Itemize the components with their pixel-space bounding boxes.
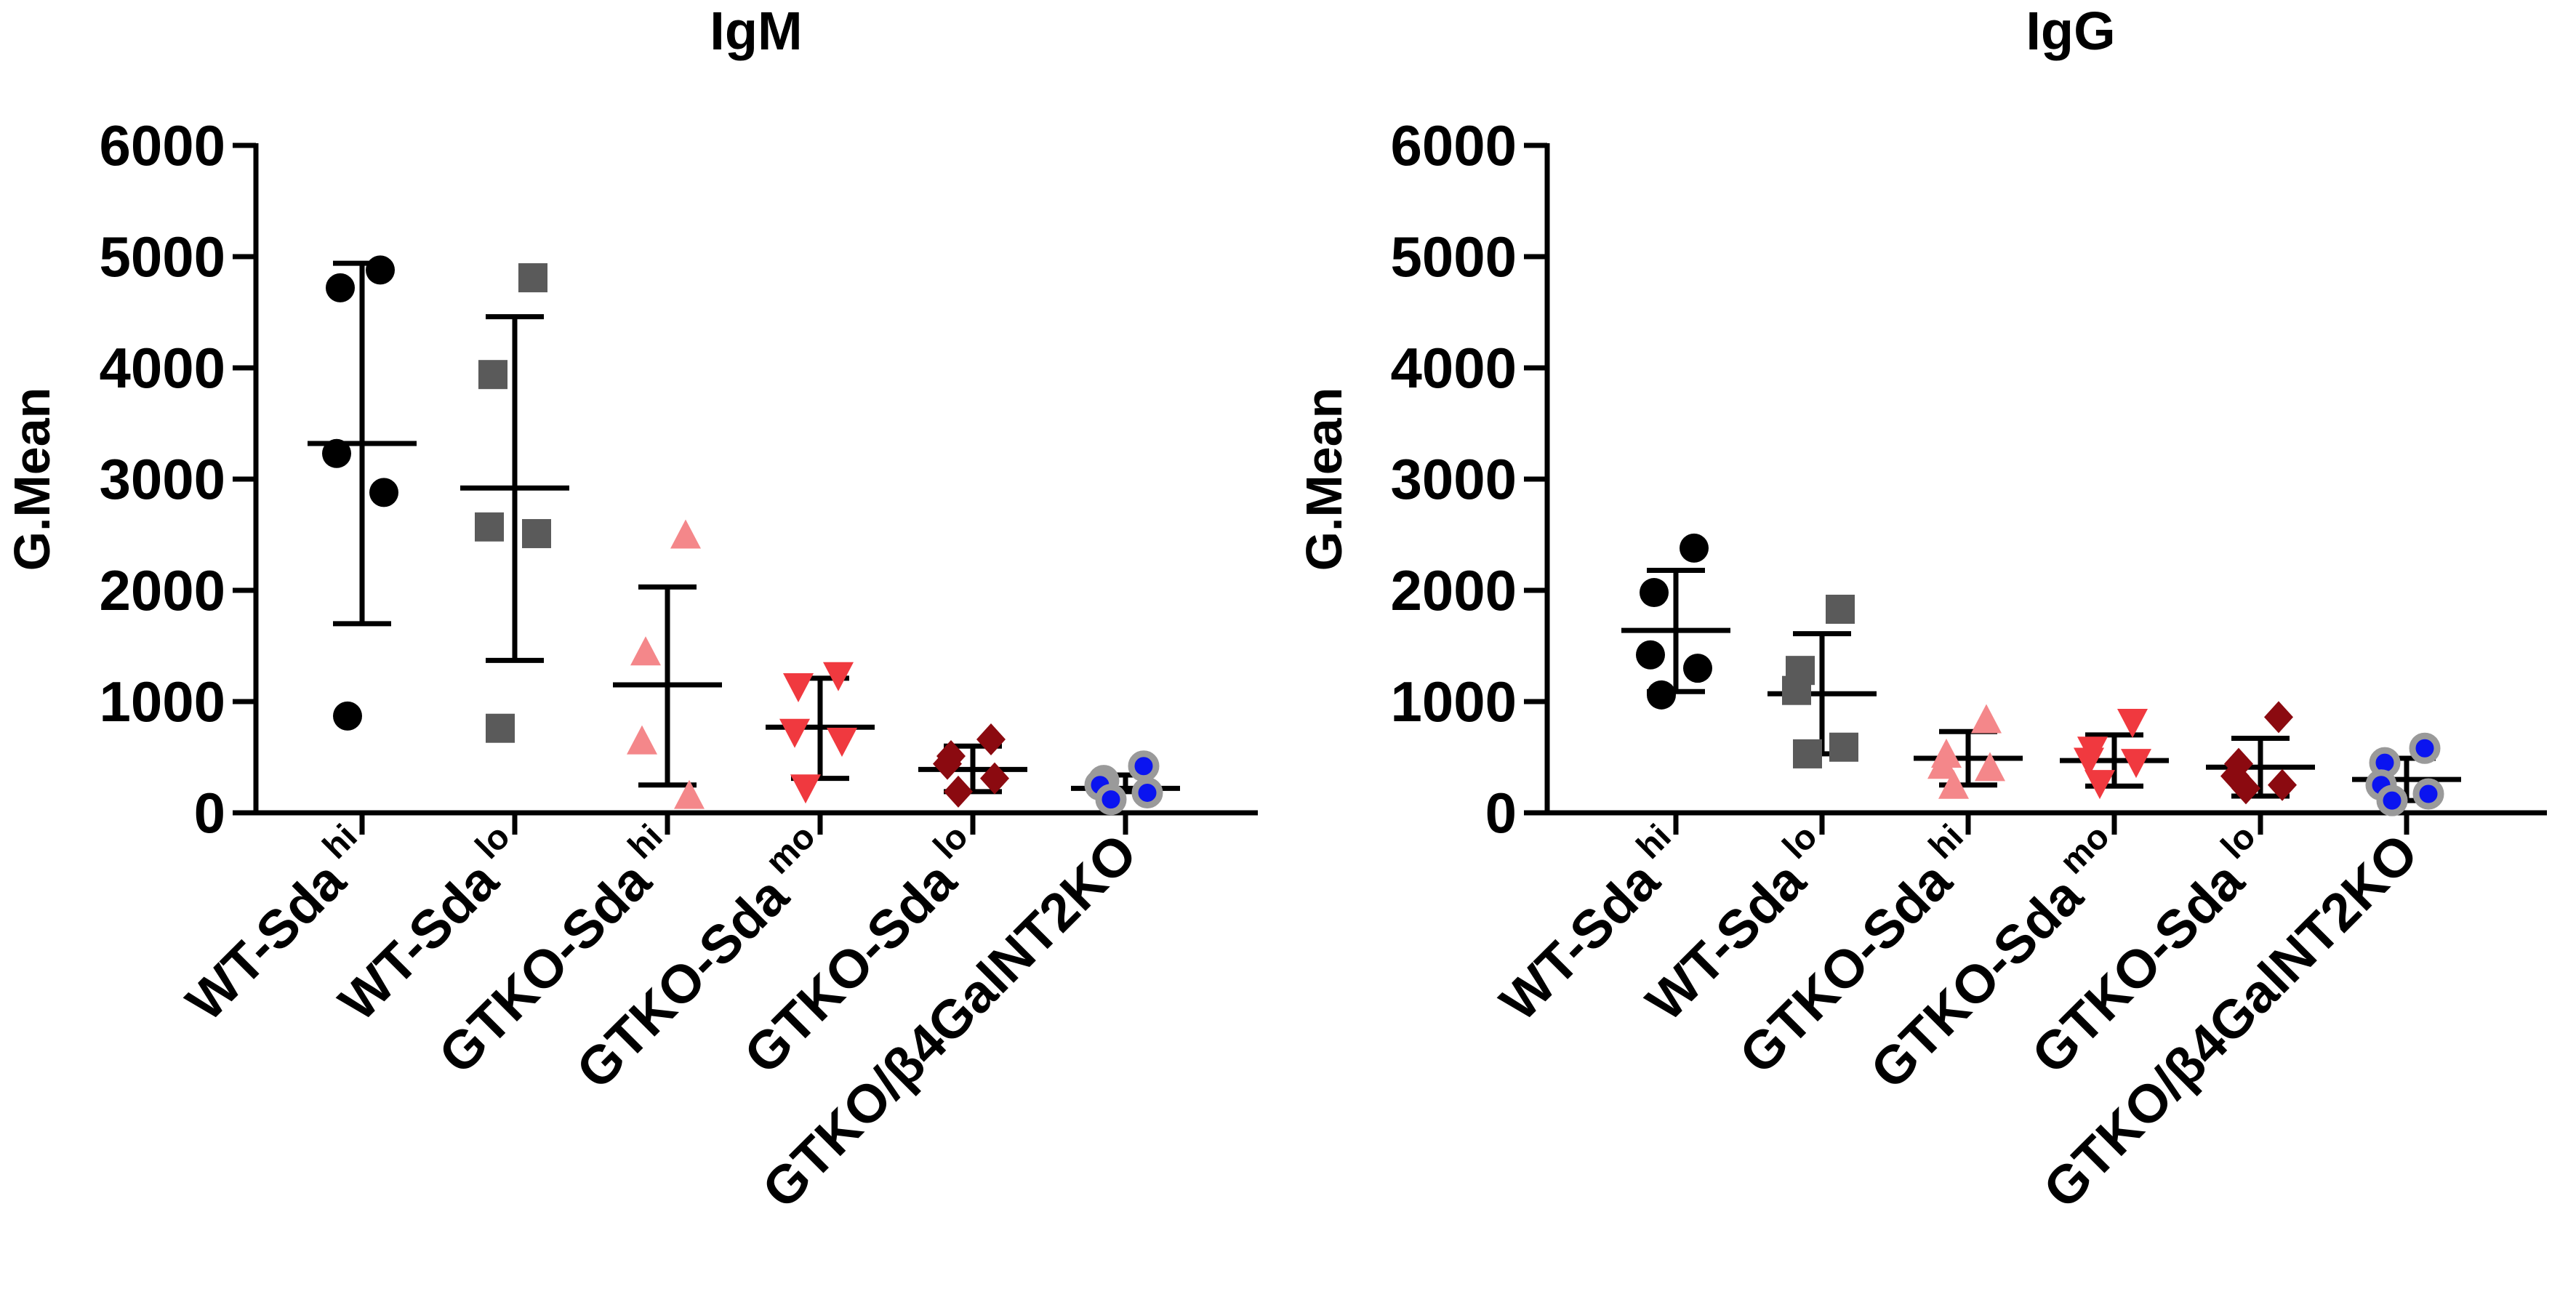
- data-point: [1680, 533, 1709, 563]
- chart-title: IgM: [710, 1, 802, 61]
- data-point: [1826, 595, 1855, 625]
- data-point: [326, 273, 355, 302]
- y-tick-label: 3000: [1390, 447, 1517, 511]
- y-tick-label: 1000: [99, 670, 225, 734]
- data-point: [976, 723, 1006, 756]
- data-point: [1793, 739, 1822, 768]
- y-axis-label: G.Mean: [1296, 388, 1352, 571]
- y-axis-label: G.Mean: [4, 388, 60, 571]
- data-point: [2074, 747, 2104, 777]
- data-point: [478, 360, 507, 390]
- data-point: [1640, 578, 1669, 608]
- data-point: [2412, 778, 2444, 810]
- data-point: [944, 775, 973, 808]
- data-point: [1829, 732, 1858, 762]
- x-tick-label-superscript: mo: [2053, 817, 2116, 881]
- y-tick-label: 5000: [1390, 225, 1517, 289]
- data-point: [779, 718, 810, 748]
- x-tick-label-superscript: mo: [758, 817, 822, 881]
- data-point: [2409, 732, 2441, 764]
- data-point: [475, 512, 504, 542]
- data-point: [674, 779, 705, 809]
- y-tick-label: 0: [194, 781, 225, 845]
- y-tick-label: 5000: [99, 225, 225, 289]
- data-point: [1971, 704, 2002, 734]
- y-tick-label: 0: [1485, 781, 1517, 845]
- data-point: [1683, 654, 1712, 683]
- data-point: [933, 747, 962, 780]
- data-point: [366, 255, 395, 285]
- data-point: [627, 725, 657, 755]
- y-tick-label: 6000: [1390, 113, 1517, 177]
- data-point: [980, 762, 1009, 795]
- data-point: [790, 774, 821, 804]
- data-point: [333, 701, 362, 731]
- data-point: [1647, 680, 1676, 710]
- y-tick-label: 2000: [1390, 558, 1517, 622]
- data-point: [1636, 640, 1665, 670]
- chart-title: IgG: [2026, 1, 2115, 61]
- data-point: [369, 478, 398, 507]
- y-tick-label: 2000: [99, 558, 225, 622]
- data-point: [827, 728, 857, 758]
- y-tick-label: 3000: [99, 447, 225, 511]
- igg-panel: IgG G.Mean 0 1000 2000 3000 4000 5000 6000 WT-Sda…: [1296, 1, 2547, 1220]
- data-point: [670, 519, 701, 549]
- data-point: [2376, 784, 2408, 816]
- data-point: [322, 438, 351, 468]
- igm-panel: IgM G.Mean 0 1000 2000 3000 4000 5000 6000 WT-Sda…: [4, 1, 1258, 1220]
- data-point: [2117, 709, 2148, 739]
- data-point: [2264, 701, 2293, 734]
- data-point: [1095, 784, 1127, 816]
- data-point: [2121, 749, 2151, 779]
- data-point: [2268, 768, 2297, 801]
- data-point: [783, 673, 814, 703]
- data-point: [2085, 770, 2115, 800]
- data-point: [1131, 776, 1163, 808]
- data-point: [1938, 769, 1969, 799]
- data-point: [518, 263, 547, 293]
- y-tick-label: 4000: [1390, 336, 1517, 400]
- x-tick-label-main: WT-Sda: [174, 850, 357, 1032]
- data-point: [1782, 675, 1811, 705]
- data-point: [2231, 772, 2260, 805]
- x-tick-label-main: WT-Sda: [1488, 850, 1671, 1032]
- data-point: [630, 636, 661, 666]
- data-point: [823, 662, 854, 691]
- y-tick-label: 1000: [1390, 670, 1517, 734]
- data-point: [1128, 750, 1160, 782]
- data-point: [1975, 752, 2005, 782]
- data-point: [486, 713, 515, 743]
- y-tick-label: 6000: [99, 113, 225, 177]
- data-point: [522, 518, 551, 548]
- data-point: [1927, 750, 1958, 779]
- y-tick-label: 4000: [99, 336, 225, 400]
